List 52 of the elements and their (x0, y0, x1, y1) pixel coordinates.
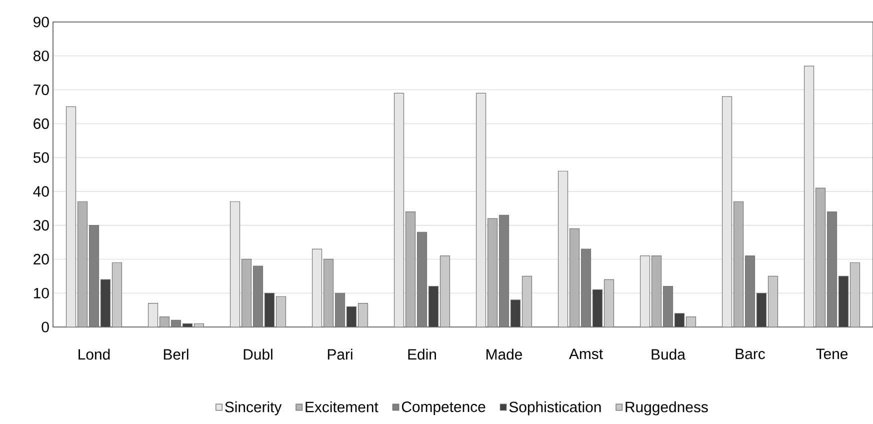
x-tick-label: Buda (652, 348, 686, 360)
bar (580, 248, 592, 327)
bar (569, 228, 580, 327)
bar (148, 302, 158, 327)
y-tick-label: 60 (34, 118, 49, 129)
x-tick-label: Edin (408, 348, 436, 360)
bar (498, 214, 510, 327)
x-tick-label: Berl (164, 348, 188, 360)
bar (276, 296, 286, 327)
legend-label: Excitement (306, 401, 378, 412)
bar (733, 201, 744, 327)
y-tick-label: 70 (34, 84, 49, 96)
y-tick-label: 90 (34, 16, 49, 28)
y-tick-label: 20 (34, 254, 49, 265)
bar (112, 262, 122, 327)
bar (440, 256, 450, 327)
x-tick-label: Dubl (244, 348, 272, 360)
bar (651, 256, 662, 327)
bar (826, 211, 838, 327)
x-tick-label: Made (486, 348, 522, 360)
bar (522, 276, 532, 327)
y-tick-label: 50 (33, 152, 49, 163)
y-tick-label: 80 (34, 50, 49, 62)
x-tick-label: Barc (736, 348, 765, 360)
bar (241, 258, 252, 327)
bar (77, 201, 88, 327)
bar (405, 211, 416, 327)
bar (768, 276, 778, 327)
legend-label: Ruggedness (626, 401, 708, 416)
bar (323, 258, 334, 327)
x-tick-label: Pari (328, 348, 352, 360)
bar (662, 286, 674, 327)
legend-label: Sophistication (509, 401, 601, 416)
bar (416, 232, 428, 327)
y-tick-label: 10 (34, 288, 49, 298)
bar (850, 262, 860, 327)
legend-label: Sincerity (225, 401, 282, 416)
bar (744, 256, 756, 327)
y-tick-label: 30 (33, 220, 49, 231)
y-tick-label: 0 (42, 322, 49, 332)
x-tick-label: Tene (816, 348, 848, 360)
bar (604, 279, 614, 327)
bar (252, 266, 264, 327)
bar (88, 225, 100, 327)
bar (334, 292, 346, 327)
bar (815, 188, 826, 327)
bar (487, 218, 498, 327)
x-tick-label: Lond (78, 348, 110, 360)
y-tick-label: 40 (33, 186, 49, 197)
x-tick-label: Amst (569, 348, 603, 360)
legend-label: Competence (402, 402, 486, 416)
bar (358, 302, 368, 327)
